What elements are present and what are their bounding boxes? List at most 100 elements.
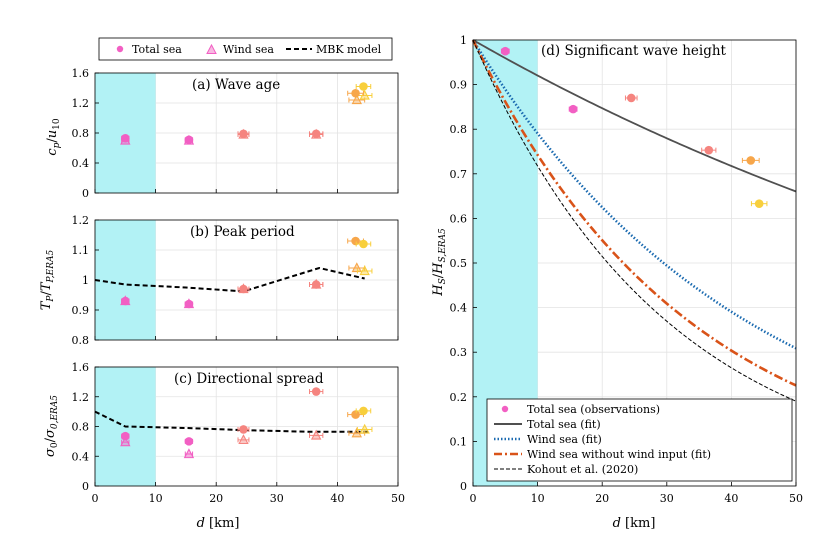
- total-sea-point-d-0: [501, 46, 510, 56]
- panel-d-xtick-3: 30: [660, 492, 674, 505]
- legend-top-box: [98, 37, 393, 61]
- panel-d-marks: [471, 39, 797, 402]
- panel-b-title: (b) Peak period: [190, 224, 295, 240]
- legend-d-kohout-label: Kohout et al. (2020): [527, 463, 638, 476]
- total-sea-point-a-2: [239, 129, 248, 139]
- panel-a-ytick-2: 0.8: [72, 127, 90, 140]
- legend-d-total-fit-label: Total sea (fit): [527, 418, 601, 431]
- total-sea-point-c-0: [121, 431, 130, 441]
- fit-line-3: [472, 39, 797, 402]
- panel-d-ytick-8: 0.8: [450, 123, 468, 136]
- wind-sea-point-c-1: [183, 448, 195, 459]
- total-sea-point-c-3: [311, 387, 321, 396]
- wind-sea-point-a-4: [351, 94, 363, 105]
- panel-d-ticks: 00.10.20.30.40.50.60.70.80.910 10 20 30 40 50: [450, 34, 804, 505]
- fit-line-1: [471, 39, 797, 350]
- panel-c-title: (c) Directional spread: [174, 371, 324, 387]
- panel-a-ytick-0: 0: [82, 187, 89, 200]
- legend-d-wind-fit-label: Wind sea (fit): [527, 433, 602, 446]
- panel-b-ytick-1: 0.9: [72, 304, 90, 317]
- panel-b-marks: [94, 236, 373, 309]
- total-sea-point-a-1: [184, 135, 194, 145]
- total-sea-point-c-1: [184, 437, 194, 446]
- panel-d-xtick-5: 50: [789, 492, 803, 505]
- total-sea-point-b-3: [311, 280, 321, 289]
- panel-d-ytick-7: 0.7: [450, 168, 468, 181]
- total-sea-point-c-5: [359, 406, 368, 416]
- legend-total-sea-label: Total sea: [132, 43, 182, 56]
- panel-c-xtick-4: 40: [330, 492, 344, 505]
- legend-d: Total sea (observations) Total sea (fit)…: [486, 398, 793, 482]
- wind-sea-point-b-5: [359, 265, 370, 276]
- panel-c-xlabel: d [km]: [197, 516, 240, 531]
- panel-b-ytick-3: 1.1: [72, 244, 90, 257]
- panel-d-ytick-2: 0.2: [450, 391, 468, 404]
- wind-sea-point-c-2: [238, 434, 249, 445]
- wind-sea-point-c-5: [359, 423, 370, 434]
- wind-sea-point-b-4: [351, 262, 363, 273]
- panel-d-xtick-2: 20: [595, 492, 609, 505]
- panel-d-xtick-0: 0: [470, 492, 477, 505]
- mbk-model-line-b: [94, 266, 365, 293]
- panel-a-ytick-4: 1.6: [72, 67, 90, 80]
- panel-a-title: (a) Wave age: [192, 77, 280, 93]
- wind-sea-point-a-5: [359, 89, 370, 100]
- panel-c-ylabel: σ0/σ0,ERA5: [43, 395, 60, 457]
- total-sea-point-c-4: [351, 410, 360, 419]
- panel-d-xtick-4: 40: [724, 492, 738, 505]
- panel-d-ytick-6: 0.6: [450, 212, 468, 225]
- legend-top: Total sea Wind sea MBK model: [98, 37, 393, 61]
- panel-directional-spread: 0 0.4 0.8 1.2 1.6 0 10 20 30 40 50 (c) Directional…: [43, 361, 405, 531]
- panel-c-xtick-1: 10: [149, 492, 163, 505]
- panel-d-ytick-5: 0.5: [450, 257, 468, 270]
- total-sea-point-d-4: [746, 156, 756, 165]
- panel-b-ytick-4: 1.2: [72, 214, 90, 227]
- panel-a-shaded-region: [95, 73, 156, 193]
- legend-wind-sea-marker: [206, 43, 217, 54]
- total-sea-point-d-5: [754, 199, 764, 208]
- legend-d-nowind-fit-label: Wind sea without wind input (fit): [527, 448, 711, 461]
- panel-b-ylabel: TP/TP,ERA5: [39, 249, 56, 310]
- total-sea-point-d-1: [568, 104, 578, 114]
- panel-b-ytick-2: 1: [82, 274, 89, 287]
- panel-b-shaded-region: [95, 220, 156, 340]
- total-sea-point-a-3: [311, 129, 321, 139]
- panel-c-ticks: 0 0.4 0.8 1.2 1.6 0 10 20 30 40 50: [72, 361, 406, 505]
- panel-c-xtick-5: 50: [391, 492, 405, 505]
- panel-d-xtick-1: 10: [531, 492, 545, 505]
- panel-a-ylabel: cp/u10: [45, 118, 62, 156]
- total-sea-point-b-2: [239, 284, 248, 294]
- legend-mbk-label: MBK model: [316, 43, 382, 56]
- total-sea-point-b-0: [121, 296, 130, 306]
- panel-d-ytick-0: 0: [460, 480, 467, 493]
- panel-wave-age: 0 0.4 0.8 1.2 1.6 (a) Wave age cp/u10: [45, 67, 399, 200]
- total-sea-point-a-0: [121, 133, 130, 143]
- legend-wind-sea-label: Wind sea: [223, 43, 274, 56]
- panel-c-ytick-1: 0.4: [72, 450, 90, 463]
- panel-significant-wave-height: 00.10.20.30.40.50.60.70.80.910 10 20 30 40 50…: [431, 34, 803, 531]
- panel-a-ytick-1: 0.4: [72, 157, 90, 170]
- panel-c-ytick-0: 0: [82, 480, 89, 493]
- panel-c-xtick-0: 0: [92, 492, 99, 505]
- panel-d-ytick-4: 0.4: [450, 302, 468, 315]
- wind-sea-point-c-4: [351, 427, 363, 438]
- legend-total-sea-marker: [116, 45, 124, 53]
- wind-sea-point-c-3: [310, 429, 322, 440]
- panel-c-ytick-4: 1.6: [72, 361, 90, 374]
- total-sea-point-d-3: [704, 145, 714, 155]
- panel-c-xtick-3: 30: [270, 492, 284, 505]
- total-sea-point-b-1: [184, 299, 194, 309]
- total-sea-point-a-5: [359, 82, 368, 91]
- fit-line-0: [472, 39, 797, 193]
- panel-a-ytick-3: 1.2: [72, 97, 90, 110]
- panel-c-xtick-2: 20: [209, 492, 223, 505]
- panel-peak-period: 0.8 0.9 1 1.1 1.2 (b) Peak period TP/TP,ERA5: [39, 214, 399, 347]
- wind-sea-point-c-0: [120, 436, 131, 447]
- panel-a-marks: [120, 82, 373, 145]
- total-sea-point-a-4: [351, 88, 360, 98]
- panel-b-ticks: 0.8 0.9 1 1.1 1.2: [72, 214, 399, 347]
- total-sea-point-b-4: [351, 236, 360, 246]
- panel-d-ytick-1: 0.1: [450, 435, 468, 448]
- panel-d-ytick-9: 0.9: [450, 79, 468, 92]
